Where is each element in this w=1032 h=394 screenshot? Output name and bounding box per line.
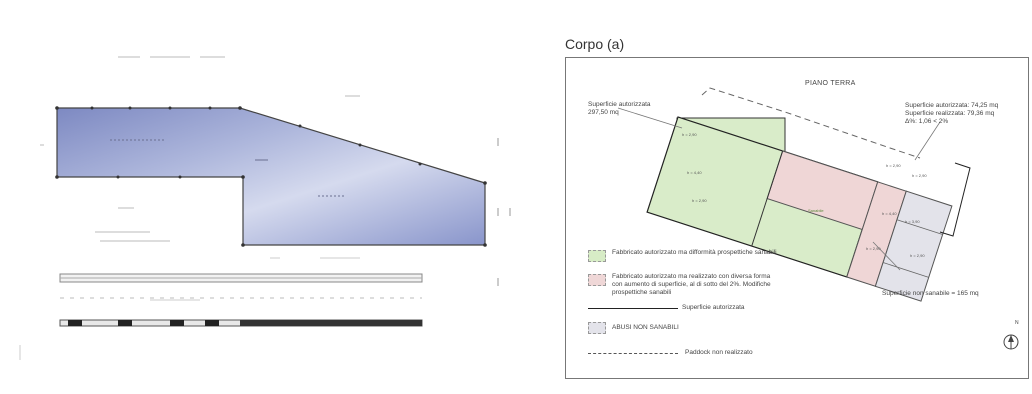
diagram-title: Corpo (a) [565,36,625,52]
annotation-authorized-left-1: Superficie autorizzata [588,101,651,108]
legend-text-green: Fabbricato autorizzato ma difformità pro… [612,249,777,256]
section-strips [59,273,423,327]
non-sanabile-area [874,190,953,302]
annotation-delta: Δ%: 1,06 < 2% [905,118,949,125]
interior-marks [110,139,345,197]
svg-text:h = 2,90: h = 2,90 [692,198,707,203]
legend-swatch-green [588,250,606,262]
legend-swatch-pink [588,274,606,286]
legend-text-pink: Fabbricato autorizzato ma realizzato con… [612,273,771,296]
svg-text:h = 4,40: h = 4,40 [882,211,897,216]
bottom-marks [19,257,360,360]
legend-line-dashed [588,353,678,354]
svg-text:h = 4,40: h = 4,40 [687,170,702,175]
scanned-plan-panel [0,0,520,389]
paddock-outline [701,87,921,159]
building-group [646,116,953,302]
floor-plan-drawing: h = 2,90 h = 4,40 h = 2,90 h = 2,90 h = … [617,87,1019,350]
lower-left-marks [40,144,170,242]
legend-swatch-grey [588,322,606,334]
svg-text:h = 3,90: h = 3,90 [905,219,920,224]
svg-text:h = 2,90: h = 2,90 [912,173,927,178]
building-footprint [56,107,486,246]
svg-text:h = 2,90: h = 2,90 [866,246,881,251]
plan-frame [565,57,1029,379]
svg-text:h = 2,90: h = 2,90 [886,163,901,168]
svg-text:h = 2,90: h = 2,90 [910,253,925,258]
north-arrow [1003,334,1019,350]
annotation-authorized-left-2: 297,50 mq [588,109,619,116]
annotation-authorized-right-1: Superficie autorizzata: 74,25 mq [905,102,999,109]
svg-text:Sanabile: Sanabile [808,208,824,213]
scanned-plan-drawing [19,56,511,360]
legend-line-solid [588,308,678,309]
annotation-non-sanabile: Superficie non sanabile = 165 mq [882,290,979,297]
compass-label: N [1015,320,1019,326]
svg-text:h = 2,90: h = 2,90 [682,132,697,137]
floor-label: PIANO TERRA [805,80,856,87]
annotated-plan-panel: Corpo (a) PIANO TERRA h = 2,90 h = 4,40 … [560,0,1032,389]
boundary-points [55,106,487,247]
legend-text-paddock: Paddock non realizzato [685,349,753,356]
header-marks [118,56,360,97]
legend-text-abusi: ABUSI NON SANABILI [612,324,679,331]
right-marks [497,138,511,286]
annotation-realized-right: Superficie realizzata: 79,36 mq [905,110,995,117]
legend-text-authorized: Superficie autorizzata [682,304,745,311]
